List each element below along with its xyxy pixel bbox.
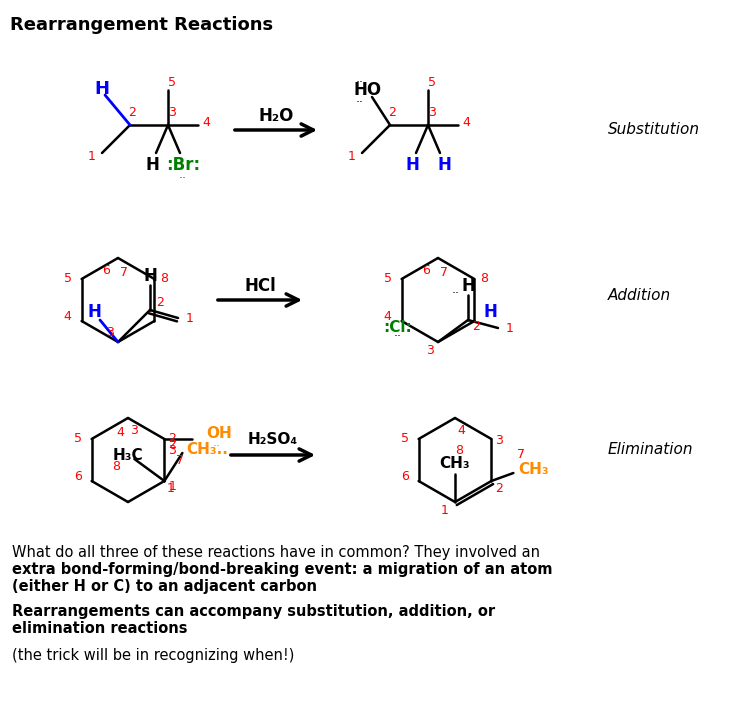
Text: ··: ·· [452,287,460,300]
Text: 2: 2 [495,482,504,496]
Text: ··: ·· [179,173,187,185]
Text: CH₃: CH₃ [518,462,549,476]
Text: H: H [87,303,101,321]
Text: ··: ·· [356,76,364,89]
Text: 6: 6 [102,263,110,277]
Text: Rearrangements can accompany substitution, addition, or: Rearrangements can accompany substitutio… [12,604,495,619]
Text: 4: 4 [116,426,124,438]
Text: ··: ·· [212,440,220,454]
Text: 6: 6 [401,471,409,484]
Text: 5: 5 [64,273,72,285]
Text: 8: 8 [112,459,120,472]
Text: 3: 3 [495,435,504,447]
Text: 1: 1 [441,503,449,517]
Text: 1: 1 [506,321,514,334]
Text: 3: 3 [130,423,138,437]
Text: 7: 7 [517,448,526,462]
Text: H: H [405,156,419,174]
Text: (the trick will be in recognizing when!): (the trick will be in recognizing when!) [12,648,294,663]
Text: Substitution: Substitution [608,122,700,137]
Text: 3: 3 [168,106,176,120]
Text: 7: 7 [120,266,128,278]
Text: H: H [95,80,109,98]
Text: CH₃: CH₃ [440,457,470,472]
Text: :Cl:: :Cl: [384,319,413,334]
Text: H₂O: H₂O [258,107,294,125]
Text: H: H [483,303,497,321]
Text: HO: HO [354,81,382,99]
Text: H₃C: H₃C [112,447,143,462]
Text: OH: OH [206,426,232,442]
Text: 2: 2 [156,295,164,309]
Text: elimination reactions: elimination reactions [12,621,187,636]
Text: 1: 1 [168,481,176,493]
Text: 4: 4 [64,311,71,324]
Text: 7: 7 [440,266,448,278]
Text: 5: 5 [168,76,176,88]
Text: 1: 1 [167,482,174,496]
Text: 6: 6 [73,471,81,484]
Text: CH₃..: CH₃.. [186,442,228,457]
Text: ··: ·· [394,331,402,343]
Text: 2: 2 [388,106,396,120]
Text: 6: 6 [422,263,430,277]
Text: 1: 1 [348,151,356,164]
Text: Rearrangement Reactions: Rearrangement Reactions [10,16,273,34]
Text: Addition: Addition [608,287,671,302]
Text: What do all three of these reactions have in common? They involved an: What do all three of these reactions hav… [12,545,540,560]
Text: 5: 5 [428,76,436,88]
Text: 4: 4 [457,423,465,437]
Text: 1: 1 [186,312,194,324]
Text: H: H [145,156,159,174]
Text: 5: 5 [73,433,81,445]
Text: 1: 1 [88,151,96,164]
Text: 4: 4 [202,117,210,130]
Text: 2: 2 [128,106,136,120]
Text: 3: 3 [168,445,176,457]
Text: 3: 3 [426,343,434,357]
Text: (either H or C) to an adjacent carbon: (either H or C) to an adjacent carbon [12,579,317,594]
Text: 5: 5 [401,433,409,445]
Text: 8: 8 [480,273,488,285]
Text: :Br:: :Br: [166,156,200,174]
Text: 3: 3 [106,326,114,338]
Text: 3: 3 [428,106,436,120]
Text: 8: 8 [160,273,168,285]
Text: 7: 7 [176,455,184,467]
Text: HCl: HCl [244,277,276,295]
Text: H₂SO₄: H₂SO₄ [248,433,298,447]
Text: Elimination: Elimination [608,442,694,457]
Text: 8: 8 [455,443,463,457]
Text: H: H [143,267,157,285]
Text: 5: 5 [384,273,392,285]
Text: H: H [461,277,475,295]
Text: 2: 2 [168,433,176,445]
Text: ··: ·· [356,96,364,110]
Text: H: H [437,156,451,174]
Text: 2: 2 [168,438,176,452]
Text: 4: 4 [462,117,470,130]
Text: 2: 2 [472,319,480,333]
Text: extra bond-forming/bond-breaking event: a migration of an atom: extra bond-forming/bond-breaking event: … [12,562,553,577]
Text: 4: 4 [384,311,391,324]
